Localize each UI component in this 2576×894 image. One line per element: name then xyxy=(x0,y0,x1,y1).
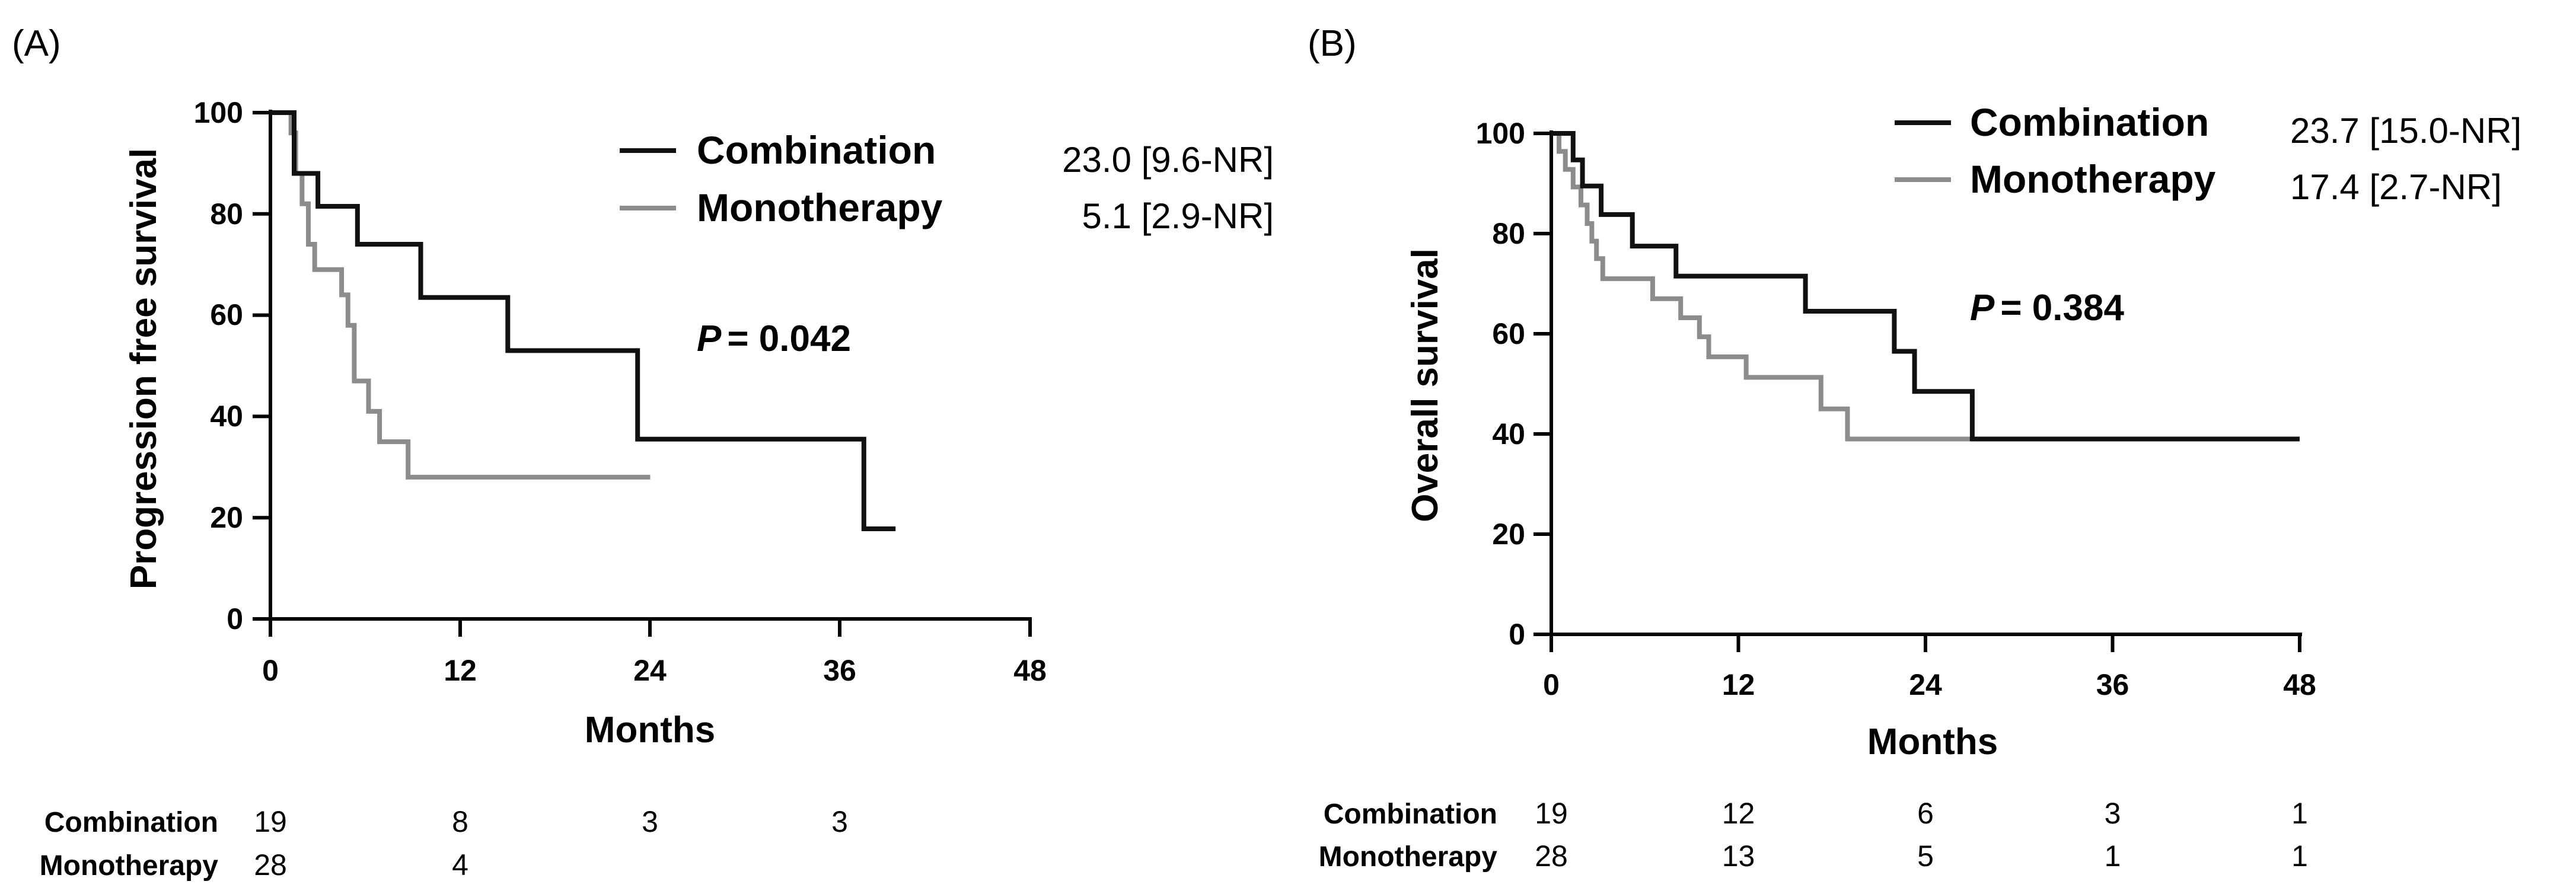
risk-count-b: 1 xyxy=(2291,797,2308,830)
risk-count-b: 12 xyxy=(1722,797,1755,830)
y-tick-label-b: 100 xyxy=(1476,117,1525,150)
risk-row-label-a: Monotherapy xyxy=(40,850,219,882)
km-curve-monotherapy-b xyxy=(1551,131,1972,442)
risk-count-b: 1 xyxy=(2291,839,2308,873)
risk-count-a: 28 xyxy=(254,848,287,882)
y-tick-label-b: 20 xyxy=(1492,518,1525,551)
risk-count-a: 3 xyxy=(642,805,658,838)
x-tick-label-a: 24 xyxy=(633,654,667,687)
x-ticks-b: 0 12 24 36 48 xyxy=(1543,634,2316,701)
x-tick-label-b: 12 xyxy=(1722,668,1755,701)
y-ticks-b: 0 20 40 60 80 100 xyxy=(1476,117,1551,651)
y-tick-label-a: 0 xyxy=(227,602,243,636)
x-tick-label-a: 48 xyxy=(1013,654,1047,687)
km-curve-monotherapy-a xyxy=(270,110,651,480)
y-tick-label-b: 40 xyxy=(1492,417,1525,451)
km-curve-combination-a xyxy=(270,110,896,531)
p-value-b: P = 0.384 xyxy=(1970,288,2124,328)
y-tick-label-a: 40 xyxy=(210,400,243,433)
y-tick-label-a: 80 xyxy=(210,197,243,231)
risk-count-b: 28 xyxy=(1535,839,1568,873)
x-tick-label-a: 0 xyxy=(262,654,279,687)
y-axis-title-b: Overall survival xyxy=(1405,248,1446,522)
y-tick-label-a: 60 xyxy=(210,298,243,331)
risk-count-a: 4 xyxy=(452,848,468,882)
risk-count-b: 6 xyxy=(1917,797,1934,830)
risk-table-b: Combination Monotherapy 19 12 6 3 1 28 1… xyxy=(1319,797,2308,873)
median-monotherapy-a: 5.1 [2.9-NR] xyxy=(1082,196,1274,236)
risk-count-b: 3 xyxy=(2105,797,2121,830)
legend-a: Combination Monotherapy xyxy=(620,128,943,229)
risk-count-b: 19 xyxy=(1535,797,1568,830)
risk-row-label-b: Combination xyxy=(1324,799,1497,830)
risk-count-a: 19 xyxy=(254,805,287,838)
legend-label-monotherapy-a: Monotherapy xyxy=(697,186,943,229)
p-value-a: P = 0.042 xyxy=(697,318,851,359)
panel-label-a: (A) xyxy=(12,23,61,64)
risk-row-label-b: Monotherapy xyxy=(1319,841,1498,873)
y-ticks-a: 0 20 40 60 80 100 xyxy=(194,96,270,636)
risk-count-b: 13 xyxy=(1722,839,1755,873)
legend-label-combination-b: Combination xyxy=(1970,100,2209,144)
median-monotherapy-b: 17.4 [2.7-NR] xyxy=(2290,167,2502,207)
x-axis-title-a: Months xyxy=(585,710,715,751)
panel-b-os: (B) Overall survival Months 0 20 40 60 8… xyxy=(1308,23,2521,873)
y-tick-label-a: 100 xyxy=(194,96,243,129)
median-combination-a: 23.0 [9.6-NR] xyxy=(1062,140,1274,180)
y-tick-label-a: 20 xyxy=(210,501,243,534)
y-axis-title-a: Progression free survival xyxy=(123,148,164,589)
x-axis-title-b: Months xyxy=(1867,721,1998,762)
x-tick-label-a: 36 xyxy=(823,654,856,687)
y-tick-label-b: 60 xyxy=(1492,317,1525,350)
risk-count-a: 8 xyxy=(452,805,468,838)
y-tick-label-b: 0 xyxy=(1509,618,1525,651)
panel-label-b: (B) xyxy=(1308,23,1357,64)
x-tick-label-b: 36 xyxy=(2096,668,2129,701)
x-tick-label-b: 24 xyxy=(1909,668,1942,701)
risk-count-b: 1 xyxy=(2105,839,2121,873)
panel-a-pfs: (A) Progression free survival Months 0 2… xyxy=(12,23,1274,882)
risk-count-b: 5 xyxy=(1917,839,1934,873)
x-ticks-a: 0 12 24 36 48 xyxy=(262,619,1047,687)
risk-row-label-a: Combination xyxy=(44,807,218,838)
legend-label-monotherapy-b: Monotherapy xyxy=(1970,157,2216,201)
y-tick-label-b: 80 xyxy=(1492,217,1525,250)
x-tick-label-b: 0 xyxy=(1543,668,1560,701)
risk-table-a: Combination Monotherapy 19 8 3 3 28 4 xyxy=(40,805,848,882)
median-combination-b: 23.7 [15.0-NR] xyxy=(2290,111,2521,151)
legend-b: Combination Monotherapy xyxy=(1895,100,2216,201)
x-tick-label-a: 12 xyxy=(444,654,477,687)
legend-label-combination-a: Combination xyxy=(697,128,936,172)
x-tick-label-b: 48 xyxy=(2283,668,2316,701)
km-curve-combination-b xyxy=(1551,131,2300,442)
risk-count-a: 3 xyxy=(831,805,848,838)
